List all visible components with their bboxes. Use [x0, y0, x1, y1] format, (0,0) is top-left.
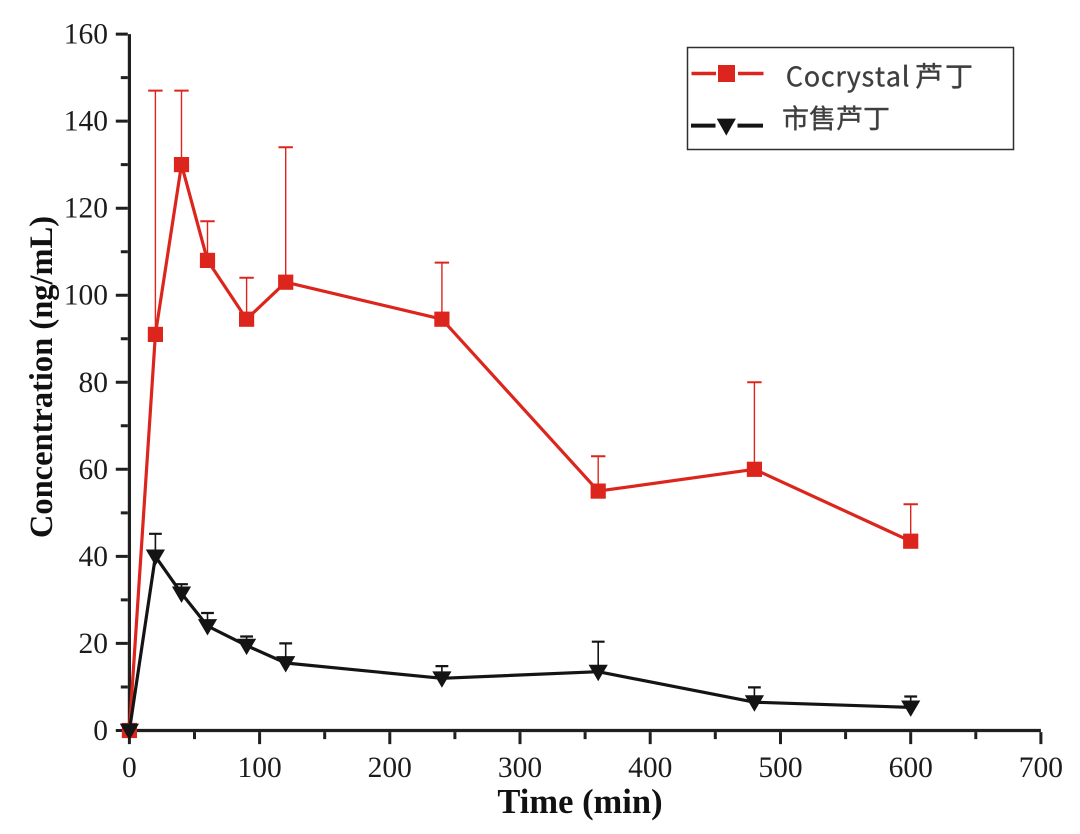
svg-text:40: 40	[79, 541, 109, 573]
svg-text:60: 60	[79, 454, 109, 486]
svg-text:600: 600	[889, 752, 933, 784]
svg-text:0: 0	[93, 715, 108, 747]
svg-text:100: 100	[237, 752, 281, 784]
svg-text:160: 160	[64, 19, 108, 51]
svg-text:700: 700	[1019, 752, 1063, 784]
svg-text:300: 300	[498, 752, 542, 784]
svg-text:200: 200	[368, 752, 412, 784]
svg-text:500: 500	[758, 752, 802, 784]
svg-text:20: 20	[79, 628, 109, 660]
svg-text:400: 400	[628, 752, 672, 784]
svg-text:80: 80	[79, 367, 109, 399]
svg-text:100: 100	[64, 280, 108, 312]
svg-text:0: 0	[122, 752, 137, 784]
svg-text:Time (min): Time (min)	[497, 783, 662, 821]
svg-text:140: 140	[64, 106, 108, 138]
svg-text:120: 120	[64, 193, 108, 225]
svg-text:Concentration (ng/mL): Concentration (ng/mL)	[24, 216, 60, 538]
